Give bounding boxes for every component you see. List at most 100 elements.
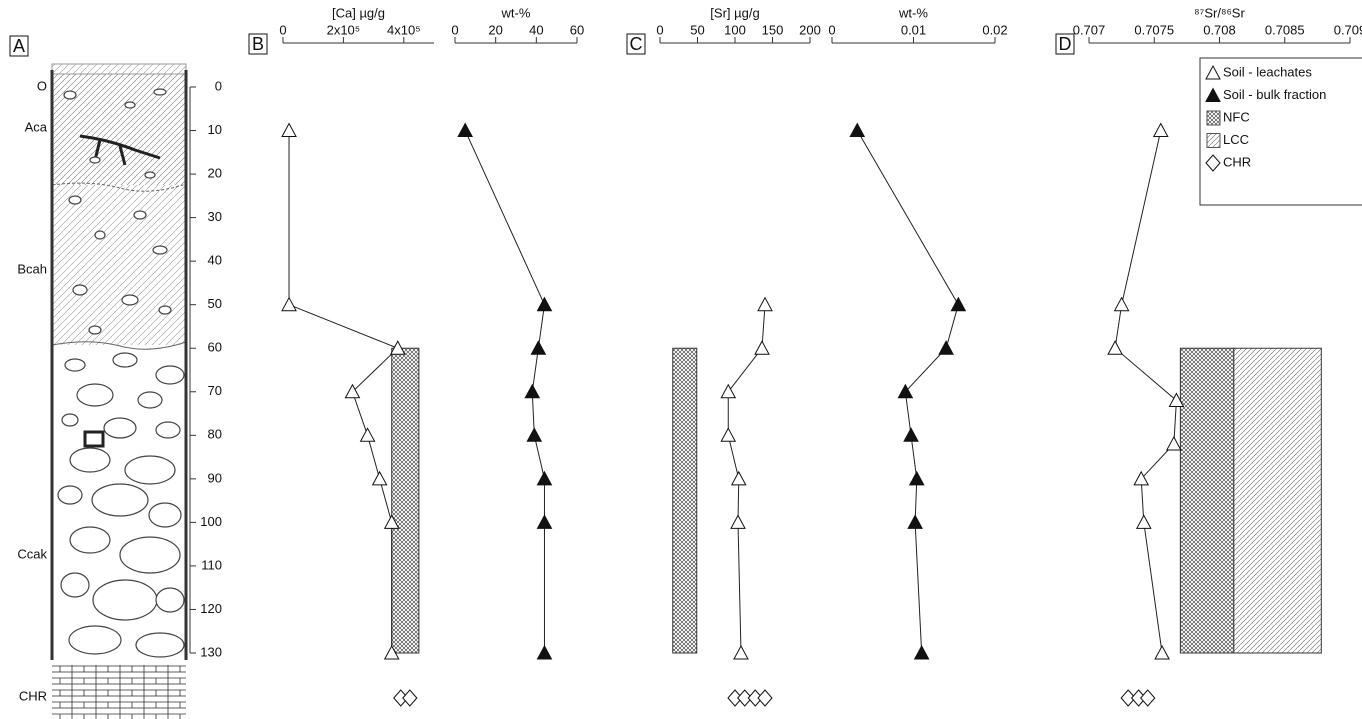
- depth-tick-label: 100: [200, 514, 222, 529]
- x-tick-label: 0: [451, 22, 458, 37]
- data-point: [458, 124, 472, 137]
- pebble: [156, 366, 184, 384]
- x-tick-label: 0.709: [1334, 22, 1362, 37]
- x-tick-label: 0.707: [1073, 22, 1106, 37]
- legend-label: NFC: [1223, 109, 1250, 124]
- pebble: [125, 102, 135, 108]
- x-tick-label: 0.7075: [1134, 22, 1174, 37]
- x-axis-title: ⁸⁷Sr/⁸⁶Sr: [1194, 5, 1245, 20]
- depth-tick-label: 40: [208, 253, 222, 268]
- x-tick-label: 100: [724, 22, 746, 37]
- data-point: [361, 428, 375, 441]
- pebble: [122, 295, 138, 305]
- pebble: [159, 306, 171, 314]
- panel-label: B: [252, 34, 264, 54]
- legend-label: Soil - bulk fraction: [1223, 87, 1326, 102]
- pebble: [156, 588, 184, 612]
- x-tick-label: 0: [279, 22, 286, 37]
- x-tick-label: 50: [690, 22, 704, 37]
- depth-tick-label: 10: [208, 122, 222, 137]
- x-tick-label: 0: [656, 22, 663, 37]
- data-point: [850, 124, 864, 137]
- range-bar: [673, 348, 697, 653]
- pebble: [95, 231, 105, 239]
- pebble: [89, 326, 101, 334]
- data-point: [537, 646, 551, 659]
- pebble: [73, 285, 87, 295]
- pebble: [58, 486, 82, 504]
- legend-marker: [1207, 111, 1220, 125]
- legend-marker: [1207, 134, 1220, 148]
- range-bar: [1234, 348, 1321, 653]
- horizon-label: O: [37, 78, 47, 93]
- depth-tick-label: 20: [208, 166, 222, 181]
- data-point: [1108, 341, 1122, 354]
- pebble: [69, 196, 81, 204]
- data-point: [282, 124, 296, 137]
- pebble: [93, 580, 157, 620]
- data-point: [1167, 437, 1181, 450]
- legend-label: LCC: [1223, 132, 1249, 147]
- horizon-label: Bcah: [17, 261, 47, 276]
- pebble: [125, 456, 175, 484]
- data-point: [731, 515, 745, 528]
- data-point: [1115, 298, 1129, 311]
- data-point: [527, 428, 541, 441]
- horizon-label: Aca: [25, 119, 48, 134]
- pebble: [69, 626, 121, 654]
- data-point: [373, 472, 387, 485]
- x-tick-label: 0: [828, 22, 835, 37]
- data-point: [908, 515, 922, 528]
- data-point: [1155, 646, 1169, 659]
- x-tick-label: 200: [799, 22, 821, 37]
- pebble: [65, 359, 85, 371]
- data-point: [904, 428, 918, 441]
- pebble: [90, 157, 100, 163]
- x-tick-label: 2x10⁵: [327, 22, 361, 37]
- data-point: [910, 472, 924, 485]
- pebble: [61, 573, 89, 597]
- pebble: [156, 422, 180, 438]
- depth-tick-label: 70: [208, 383, 222, 398]
- data-point: [755, 341, 769, 354]
- data-point: [1137, 515, 1151, 528]
- data-point: [758, 298, 772, 311]
- x-tick-label: 0.02: [982, 22, 1007, 37]
- data-point: [951, 298, 965, 311]
- depth-tick-label: 30: [208, 209, 222, 224]
- pebble: [104, 418, 136, 438]
- data-point: [939, 341, 953, 354]
- x-tick-label: 4x10⁵: [387, 22, 421, 37]
- pebble: [77, 384, 113, 406]
- panel-label: C: [630, 34, 643, 54]
- legend-label: CHR: [1223, 154, 1251, 169]
- depth-tick-label: 0: [215, 78, 222, 93]
- pebble: [70, 527, 110, 553]
- depth-tick-label: 50: [208, 296, 222, 311]
- data-point: [1154, 124, 1168, 137]
- soil-column: [52, 64, 190, 719]
- pebble: [154, 89, 166, 95]
- data-point: [537, 472, 551, 485]
- x-axis-title: [Ca] µg/g: [332, 5, 385, 20]
- pebble: [153, 246, 167, 254]
- x-axis-title: [Sr] µg/g: [710, 5, 759, 20]
- depth-tick-label: 60: [208, 340, 222, 355]
- horizon-label: CHR: [19, 688, 47, 703]
- horizon-label: Ccak: [17, 546, 47, 561]
- data-point: [721, 428, 735, 441]
- data-point: [525, 385, 539, 398]
- depth-tick-label: 120: [200, 601, 222, 616]
- data-point: [721, 385, 735, 398]
- pebble: [134, 211, 146, 219]
- depth-tick-label: 110: [201, 557, 222, 572]
- pebble: [149, 503, 181, 527]
- pebble: [62, 414, 78, 426]
- pebble: [113, 353, 137, 367]
- data-point: [537, 298, 551, 311]
- profile-line: [289, 131, 398, 653]
- x-tick-label: 150: [762, 22, 784, 37]
- chr-point: [1141, 690, 1155, 706]
- pebble: [138, 392, 162, 408]
- data-point: [537, 515, 551, 528]
